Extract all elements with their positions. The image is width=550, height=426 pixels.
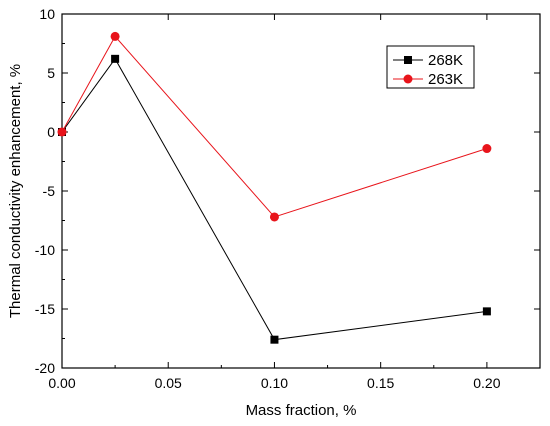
legend-label-268K: 268K <box>428 52 463 69</box>
y-tick-label: -15 <box>35 301 55 317</box>
y-tick-label: -10 <box>35 242 55 258</box>
series-line-268K <box>61 57 487 341</box>
data-point-263K <box>110 31 120 41</box>
series-layer <box>57 31 492 344</box>
data-point-263K <box>269 212 279 222</box>
legend: 268K 263K <box>386 45 475 89</box>
legend-label-263K: 263K <box>428 71 463 88</box>
legend-marker-263K <box>403 74 413 84</box>
x-tick-label: 0.05 <box>155 375 182 391</box>
y-tick-label: 0 <box>47 124 55 140</box>
x-tick-label: 0.10 <box>261 375 288 391</box>
data-point-268K <box>482 307 491 316</box>
legend-marker-268K <box>404 56 412 64</box>
data-point-263K <box>57 127 67 137</box>
y-tick-label: -20 <box>35 360 55 376</box>
y-tick-label: 5 <box>47 65 55 81</box>
x-tick-label: 0.20 <box>473 375 500 391</box>
x-tick-label: 0.00 <box>48 375 75 391</box>
data-point-268K <box>111 54 120 63</box>
x-tick-label: 0.15 <box>367 375 394 391</box>
y-tick-label: -5 <box>43 183 56 199</box>
axis-ticks: 0.00 0.05 0.10 0.15 0.20 10 5 0 -5 -10 -15 -20 <box>35 6 540 391</box>
legend-box <box>386 45 475 89</box>
series-line-263K <box>61 35 488 218</box>
data-point-268K <box>270 335 279 344</box>
y-axis-title: Thermal conductivity enhancement, % <box>7 64 24 318</box>
x-axis-title: Mass fraction, % <box>246 402 357 419</box>
data-point-263K <box>482 144 492 154</box>
y-tick-label: 10 <box>39 6 55 22</box>
